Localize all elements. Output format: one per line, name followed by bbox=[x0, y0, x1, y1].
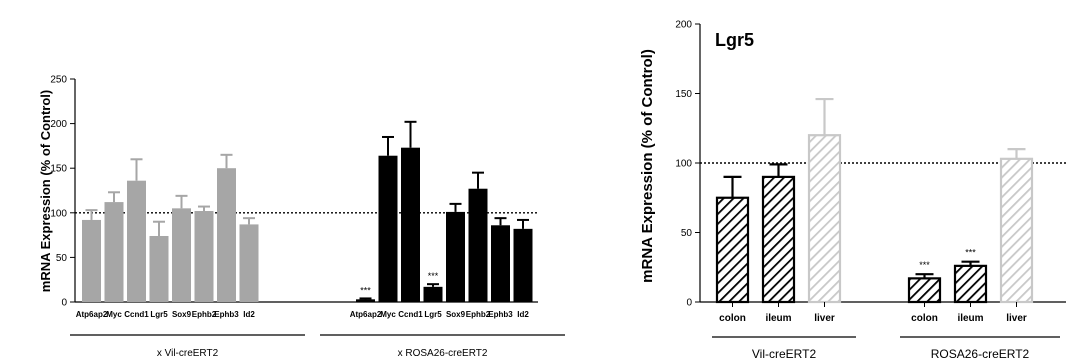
left-category-label: Id2 bbox=[243, 310, 255, 319]
left-category-label: Ephb3 bbox=[214, 310, 239, 319]
left-group-label: x ROSA26-creERT2 bbox=[398, 348, 488, 359]
right-bar bbox=[953, 264, 988, 304]
left-significance-label: *** bbox=[360, 285, 371, 295]
right-category-label: liver bbox=[1006, 313, 1027, 324]
left-bar bbox=[194, 211, 214, 302]
right-group-label: Vil-creERT2 bbox=[752, 347, 817, 361]
right-chart-marks: 0 50 100 150 200 colon ileum liver Vil-creERT2 co… bbox=[675, 20, 1066, 361]
left-bar bbox=[468, 188, 488, 302]
left-category-label: Lgr5 bbox=[424, 310, 442, 319]
right-y-axis-label: mRNA Expression (% of Control) bbox=[639, 49, 656, 283]
left-bar bbox=[401, 147, 420, 302]
left-bar bbox=[127, 180, 146, 302]
left-category-label: Sox9 bbox=[446, 310, 466, 319]
right-y-tick-label: 100 bbox=[675, 159, 692, 170]
left-y-tick-label: 250 bbox=[50, 75, 67, 86]
left-category-label: Myc bbox=[380, 310, 396, 319]
left-category-label: Id2 bbox=[517, 310, 529, 319]
left-bar bbox=[217, 168, 236, 302]
left-bar bbox=[239, 224, 259, 302]
right-category-label: ileum bbox=[957, 313, 983, 324]
left-category-label: Lgr5 bbox=[150, 310, 168, 319]
right-significance-label: *** bbox=[919, 260, 930, 270]
left-bar bbox=[378, 155, 398, 302]
right-category-label: colon bbox=[911, 313, 938, 324]
right-category-label: ileum bbox=[765, 313, 791, 324]
right-bar bbox=[715, 196, 750, 304]
right-bar bbox=[907, 277, 942, 304]
left-bar bbox=[356, 299, 375, 302]
right-y-tick-label: 0 bbox=[686, 298, 692, 309]
right-bar bbox=[807, 134, 842, 304]
right-category-label: colon bbox=[719, 313, 746, 324]
left-y-tick-label: 150 bbox=[50, 164, 67, 175]
left-significance-label: *** bbox=[428, 271, 439, 281]
right-chart-title: Lgr5 bbox=[715, 30, 754, 50]
right-y-tick-label: 150 bbox=[675, 89, 692, 100]
left-category-label: Ccnd1 bbox=[124, 310, 149, 319]
left-category-label: Atp6ap2 bbox=[76, 310, 108, 319]
left-category-label: Atp6ap2 bbox=[350, 310, 382, 319]
right-bar bbox=[999, 157, 1034, 304]
left-y-tick-label: 0 bbox=[61, 298, 67, 309]
left-category-label: Myc bbox=[106, 310, 122, 319]
left-bar bbox=[446, 211, 465, 302]
left-y-tick-label: 100 bbox=[50, 208, 67, 219]
left-bar bbox=[491, 225, 510, 302]
right-chart: mRNA Expression (% of Control) Lgr5 0 50 1… bbox=[639, 20, 1066, 361]
left-bar bbox=[513, 228, 533, 302]
left-bar bbox=[172, 208, 191, 302]
left-category-label: Ephb2 bbox=[466, 310, 491, 319]
left-y-axis-label: mRNA Expression (% of Control) bbox=[38, 90, 53, 292]
left-y-tick-label: 50 bbox=[56, 253, 68, 264]
right-group-label: ROSA26-creERT2 bbox=[931, 347, 1030, 361]
left-category-label: Ephb3 bbox=[488, 310, 513, 319]
left-y-tick-label: 200 bbox=[50, 119, 67, 130]
right-y-tick-label: 200 bbox=[675, 20, 692, 31]
left-category-label: Ccnd1 bbox=[398, 310, 423, 319]
right-significance-label: *** bbox=[965, 248, 976, 258]
right-category-label: liver bbox=[814, 313, 835, 324]
left-bar bbox=[104, 202, 124, 302]
left-category-label: Sox9 bbox=[172, 310, 192, 319]
left-group-label: x Vil-creERT2 bbox=[157, 348, 219, 359]
left-bar bbox=[423, 286, 443, 302]
left-bar bbox=[82, 219, 101, 302]
left-chart: mRNA Expression (% of Control) 0 50 100 150… bbox=[38, 75, 565, 359]
right-y-tick-label: 50 bbox=[681, 228, 693, 239]
right-bar bbox=[761, 175, 796, 304]
left-category-label: Ephb2 bbox=[192, 310, 217, 319]
left-bar bbox=[149, 235, 169, 302]
